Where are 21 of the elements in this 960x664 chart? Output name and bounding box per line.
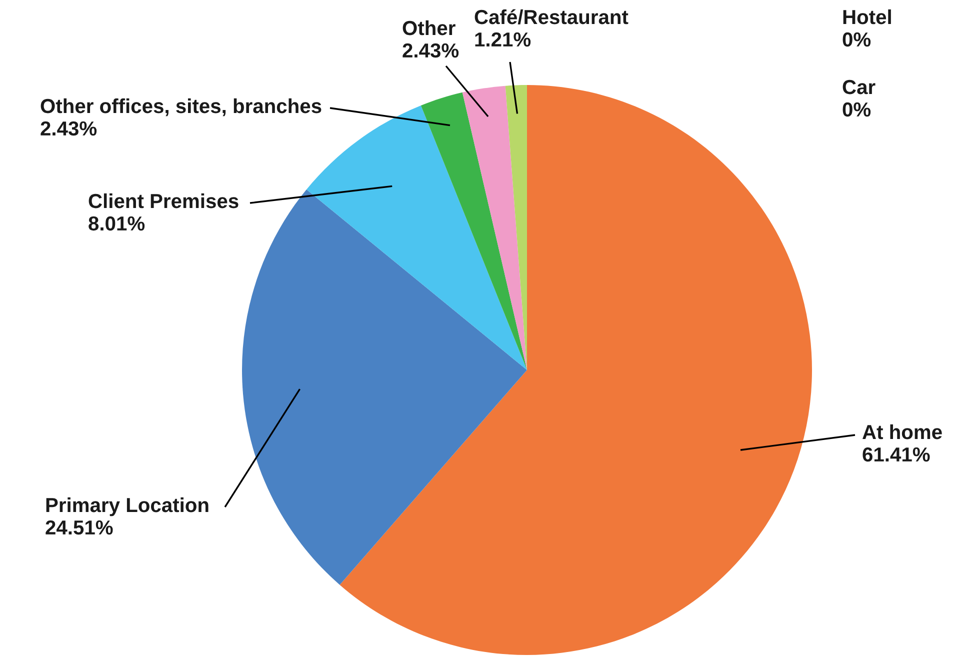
slice-label: Primary Location xyxy=(46,497,208,516)
data-label: 8.01% xyxy=(88,216,145,231)
data-label: 1.21% xyxy=(475,32,531,47)
pie-slice xyxy=(420,92,527,370)
data-label: 2.43% xyxy=(402,43,459,58)
data-label: 24.51% xyxy=(46,520,113,535)
pie-slice xyxy=(340,85,812,655)
slice-label: Other offices, sites, branches xyxy=(40,98,322,116)
slice-label: Other xyxy=(402,20,456,36)
pie-slice xyxy=(242,189,527,585)
category-label: Car xyxy=(842,80,876,94)
data-label: 2.43% xyxy=(40,121,97,136)
pie-slice xyxy=(462,86,527,370)
pie-slice xyxy=(505,85,527,370)
slice-label: At home xyxy=(862,424,942,440)
slice-label: Café/Restaurant xyxy=(474,9,628,24)
slice-label: Client Premises xyxy=(88,193,238,208)
text: 0% xyxy=(842,32,871,47)
data-label: 61.41% xyxy=(862,447,930,462)
text: 0% xyxy=(842,102,871,117)
category-label: Hotel xyxy=(843,9,891,24)
